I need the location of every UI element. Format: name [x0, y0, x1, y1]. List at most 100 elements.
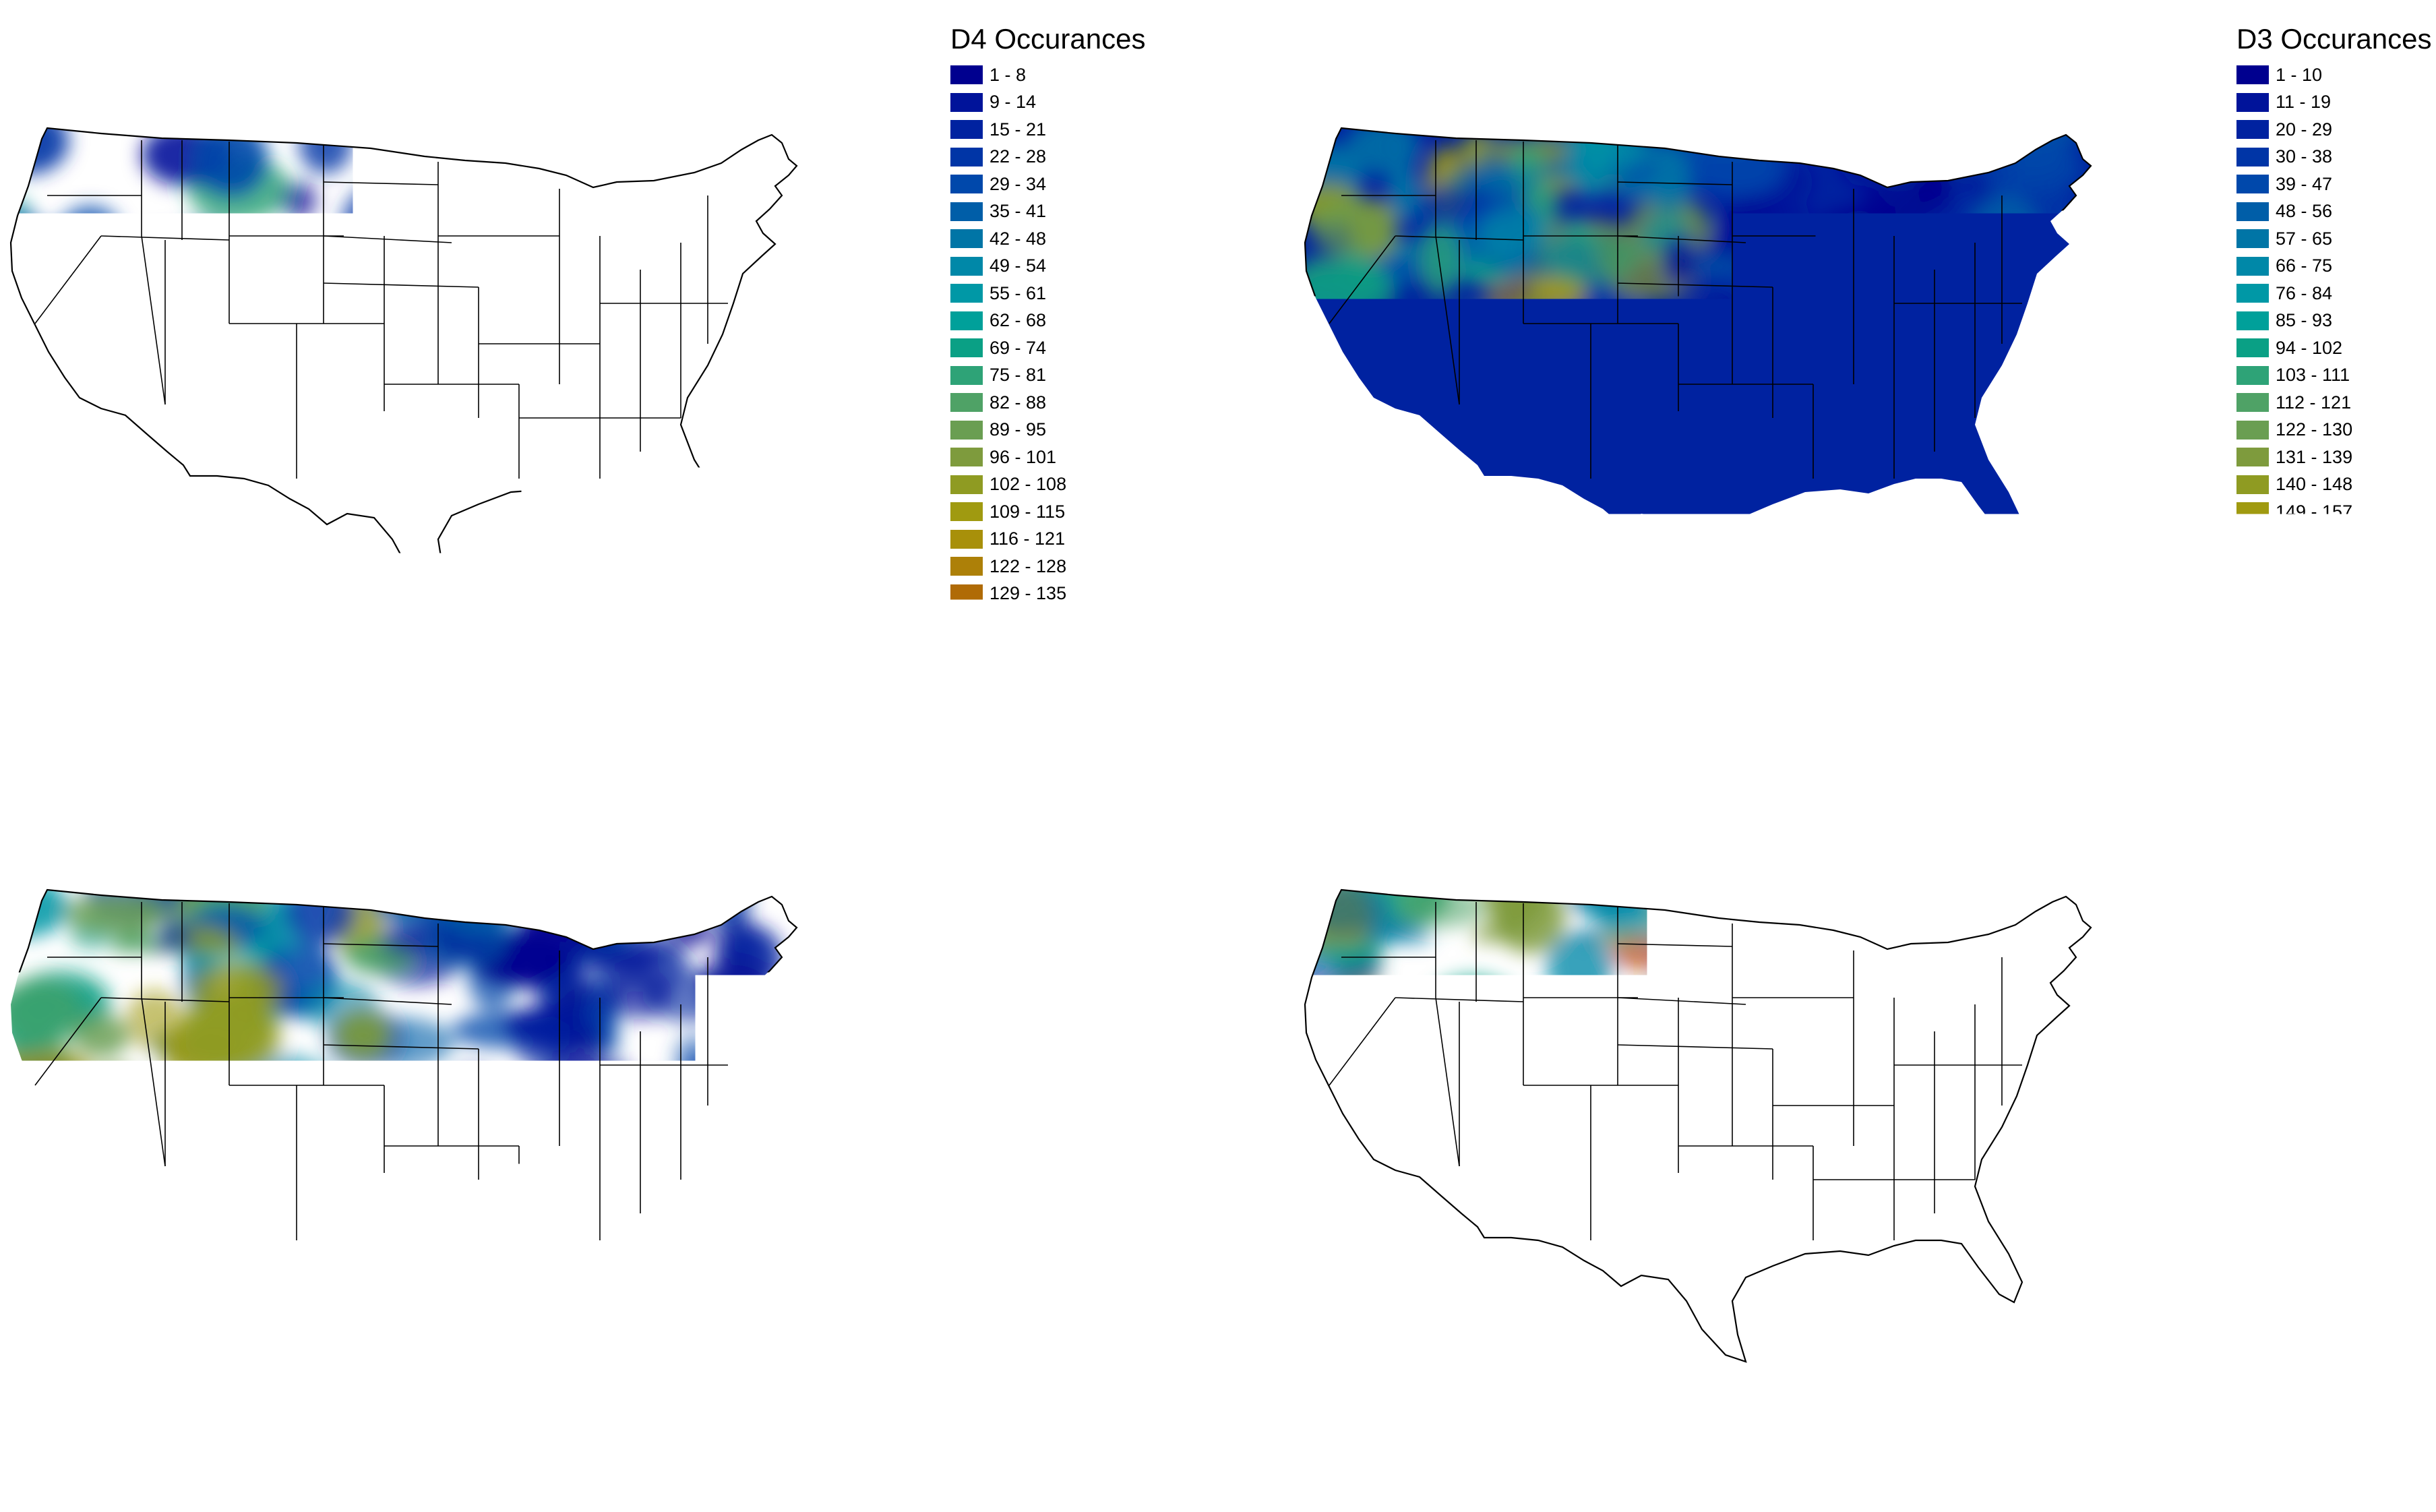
legend-swatch: [950, 148, 983, 167]
legend-label: 1 - 14: [986, 827, 1033, 848]
legend-swatch: [950, 475, 983, 494]
legend-items-d3: 1 - 10 11 - 19 20 - 29 30 - 38 39 - 47 48 - 5…: [2236, 61, 2431, 744]
us-map-d1: [1301, 863, 2238, 1449]
legend-swatch: [950, 530, 983, 549]
legend-item: 42 - 55: [947, 906, 1142, 934]
us-map-d2: [7, 863, 944, 1449]
intensity-blob: [719, 1253, 785, 1290]
legend-item: 69 - 82: [947, 961, 1142, 988]
legend-item: 137 - 149: [947, 1097, 1142, 1124]
legend-title-d1: D1 Occurances: [2226, 775, 2420, 806]
intensity-blob: [123, 305, 187, 373]
legend-swatch: [2236, 284, 2269, 303]
intensity-blob: [682, 1319, 725, 1363]
legend-item: 45 - 59: [2226, 895, 2420, 923]
intensity-blob: [370, 451, 465, 487]
intensity-blob: [677, 1324, 751, 1360]
intensity-blob: [1979, 136, 2084, 200]
legend-swatch: [950, 557, 983, 576]
intensity-blob: [581, 972, 615, 1033]
intensity-blob: [728, 361, 773, 415]
intensity-blob: [1925, 1243, 1961, 1274]
intensity-blob: [1430, 578, 1483, 629]
intensity-blob: [647, 1242, 709, 1301]
legend-item: 83 - 95: [947, 988, 1142, 1015]
legend-label: 177 - 190: [986, 1182, 1063, 1203]
intensity-blob: [1917, 876, 2009, 925]
legend-item: 272 - 284: [947, 1370, 1142, 1397]
intensity-blob: [1539, 529, 1601, 603]
legend-label: 306 - 320: [2265, 1389, 2342, 1410]
intensity-blob: [1310, 200, 1395, 255]
intensity-blob: [229, 1283, 297, 1332]
legend-label: 149 - 155: [989, 665, 1066, 686]
legend-item: 75 - 81: [950, 362, 1145, 390]
legend-label: 350 - 363: [2265, 1472, 2342, 1492]
intensity-blob: [606, 967, 672, 1019]
intensity-blob: [95, 1299, 183, 1342]
legend-item: 214 - 222: [2236, 690, 2431, 717]
intensity-blob: [369, 238, 448, 307]
legend-label: 177 - 185: [2276, 583, 2352, 604]
intensity-blob: [1301, 1284, 1394, 1348]
legend-swatch: [2226, 1363, 2258, 1382]
legend-item: 29 - 34: [950, 171, 1145, 198]
intensity-blob: [1867, 864, 1904, 933]
legend-item: 57 - 65: [2236, 225, 2431, 253]
intensity-blob: [1988, 117, 2088, 146]
legend-label: 176 - 189: [2265, 1144, 2342, 1165]
intensity-blob: [1779, 1333, 1848, 1359]
legend-item: 321 - 334: [2226, 1414, 2420, 1441]
intensity-blob: [2007, 1120, 2073, 1155]
legend-item: 1 - 8: [950, 61, 1145, 89]
intensity-blob: [502, 422, 547, 448]
legend-item: 66 - 75: [2236, 253, 2431, 280]
legend-item: 161 - 175: [2226, 1114, 2420, 1141]
legend-swatch: [950, 202, 983, 221]
intensity-blob: [2020, 503, 2055, 534]
intensity-blob: [1486, 547, 1520, 618]
intensity-blob: [1679, 578, 1786, 607]
intensity-blob: [1322, 1073, 1358, 1148]
intensity-blob: [1881, 589, 1959, 622]
legend-swatch: [2226, 1418, 2258, 1437]
intensity-blob: [1484, 442, 1520, 479]
legend-label: 129 - 135: [989, 583, 1066, 604]
legend-items-d1: 1 - 15 16 - 30 31 - 44 45 - 59 60 - 73 74 - 8…: [2226, 813, 2420, 1496]
legend-swatch: [947, 1046, 979, 1065]
legend-swatch: [2226, 981, 2258, 1000]
intensity-blob: [1858, 493, 1938, 562]
legend-item: 42 - 48: [950, 225, 1145, 253]
intensity-blob: [1735, 570, 1839, 644]
intensity-blob: [642, 1321, 696, 1374]
legend-label: 162 - 168: [989, 720, 1066, 741]
legend-label: 29 - 41: [986, 882, 1043, 903]
legend-item: 299 - 311: [947, 1424, 1142, 1452]
legend-label: 112 - 121: [2276, 392, 2351, 413]
legend-item: 149 - 157: [2236, 498, 2431, 526]
intensity-blob: [1605, 1187, 1657, 1230]
legend-item: 55 - 61: [950, 280, 1145, 307]
intensity-blob: [80, 1249, 125, 1279]
legend-swatch: [950, 421, 983, 440]
legend-item: 306 - 320: [2226, 1387, 2420, 1414]
intensity-blob: [418, 1091, 509, 1122]
legend-swatch: [2236, 421, 2269, 440]
intensity-blob: [538, 540, 610, 593]
intensity-blob: [600, 1244, 652, 1282]
legend-item: 85 - 93: [2236, 307, 2431, 335]
intensity-blob: [665, 1174, 757, 1206]
legend-swatch: [947, 1374, 979, 1393]
intensity-blob: [537, 1057, 631, 1090]
intensity-blob: [1543, 562, 1600, 617]
legend-label: 103 - 117: [2265, 1007, 2340, 1028]
intensity-blob: [1481, 1234, 1568, 1281]
legend-swatch: [2226, 1008, 2258, 1027]
intensity-blob: [1356, 1250, 1434, 1296]
intensity-blob: [1301, 1209, 1397, 1270]
legend-swatch: [2226, 1063, 2258, 1082]
legend-swatch: [2236, 694, 2269, 713]
legend-label: 22 - 28: [989, 146, 1046, 167]
legend-item: 30 - 38: [2236, 144, 2431, 171]
intensity-blob: [1885, 1228, 1975, 1255]
